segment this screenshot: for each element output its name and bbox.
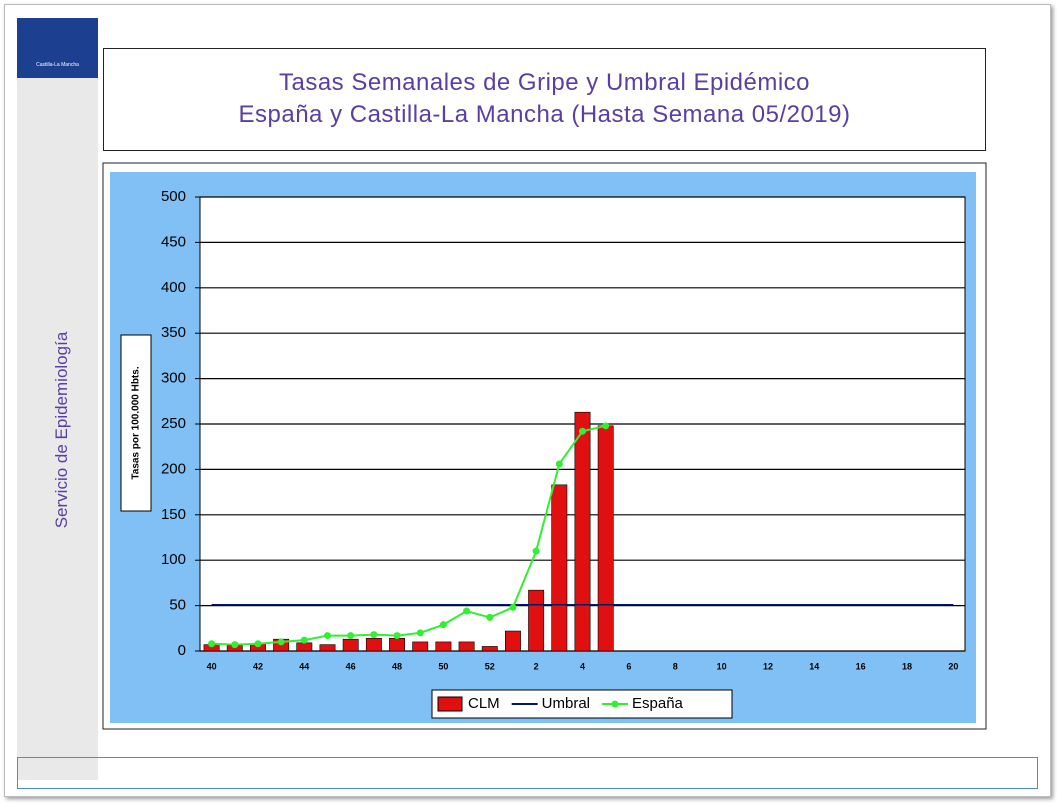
sidebar [17, 18, 98, 780]
x-tick-label: 8 [673, 661, 678, 671]
y-tick-label: 150 [161, 506, 186, 523]
x-tick-label: 52 [485, 661, 495, 671]
point [532, 547, 540, 555]
bar [551, 484, 568, 652]
chart-title: Tasas Semanales de Gripe y Umbral Epidém… [278, 69, 811, 96]
bar [389, 637, 405, 652]
bar [574, 411, 591, 652]
y-tick-label: 50 [169, 597, 186, 614]
point [393, 632, 401, 640]
x-tick-label: 18 [902, 661, 912, 671]
logo-text: Castilla-La Mancha [36, 62, 79, 68]
x-tick-label: 50 [438, 661, 448, 671]
bar [505, 630, 521, 652]
x-tick-label: 46 [346, 661, 356, 671]
y-tick-label: 0 [178, 642, 186, 659]
y-tick-label: 450 [161, 233, 186, 250]
point [602, 422, 610, 430]
x-tick-label: 4 [580, 661, 585, 671]
point [416, 629, 424, 637]
x-tick-label: 48 [392, 661, 402, 671]
title-box: Tasas Semanales de Gripe y Umbral Epidém… [103, 48, 986, 151]
point [231, 641, 239, 649]
logo: Castilla-La Mancha [17, 18, 98, 78]
point [208, 640, 216, 648]
point [347, 632, 355, 640]
bar [365, 637, 382, 652]
frame [4, 4, 1051, 797]
point [277, 638, 285, 646]
x-tick-label: 16 [856, 661, 866, 671]
point [254, 640, 262, 648]
x-tick-label: 40 [207, 661, 217, 671]
legend-label: CLM [468, 695, 500, 712]
bar [528, 589, 545, 652]
y-tick-label: 200 [161, 460, 186, 477]
x-tick-label: 2 [534, 661, 539, 671]
y-tick-label: 350 [161, 324, 186, 341]
x-tick-label: 6 [626, 661, 631, 671]
y-label-box [120, 334, 152, 512]
footer-box [17, 757, 1038, 789]
y-tick-label: 400 [161, 279, 186, 296]
point [486, 613, 494, 621]
point [555, 460, 563, 468]
bar [435, 641, 452, 652]
x-tick-label: 12 [763, 661, 773, 671]
bar [412, 641, 429, 652]
bar [296, 642, 313, 652]
point [579, 427, 586, 435]
point [439, 621, 447, 629]
line [211, 424, 606, 646]
point [370, 631, 378, 639]
y-axis-label: Tasas por 100.000 Hbts. [131, 366, 142, 479]
x-tick-label: 44 [299, 661, 309, 671]
bar [597, 425, 614, 652]
x-tick-label: 10 [717, 661, 727, 671]
point [509, 603, 517, 611]
legend-swatch [611, 700, 619, 708]
bar [319, 644, 336, 652]
chart-subtitle: España y Castilla-La Mancha (Hasta Seman… [238, 101, 851, 128]
bar [342, 638, 359, 652]
point [324, 632, 331, 640]
legend-swatch [437, 696, 463, 712]
bar [458, 641, 475, 652]
y-tick-label: 100 [161, 551, 186, 568]
x-tick-label: 14 [809, 661, 819, 671]
point [300, 636, 308, 644]
x-tick-label: 20 [948, 661, 958, 671]
legend [431, 689, 733, 719]
legend-label: Umbral [542, 695, 590, 712]
point [463, 607, 471, 615]
y-tick-label: 500 [161, 188, 186, 205]
y-tick-label: 300 [161, 370, 186, 387]
legend-label: España [632, 695, 684, 712]
bar [481, 646, 498, 652]
y-tick-label: 250 [161, 415, 186, 432]
x-tick-label: 42 [253, 661, 263, 671]
